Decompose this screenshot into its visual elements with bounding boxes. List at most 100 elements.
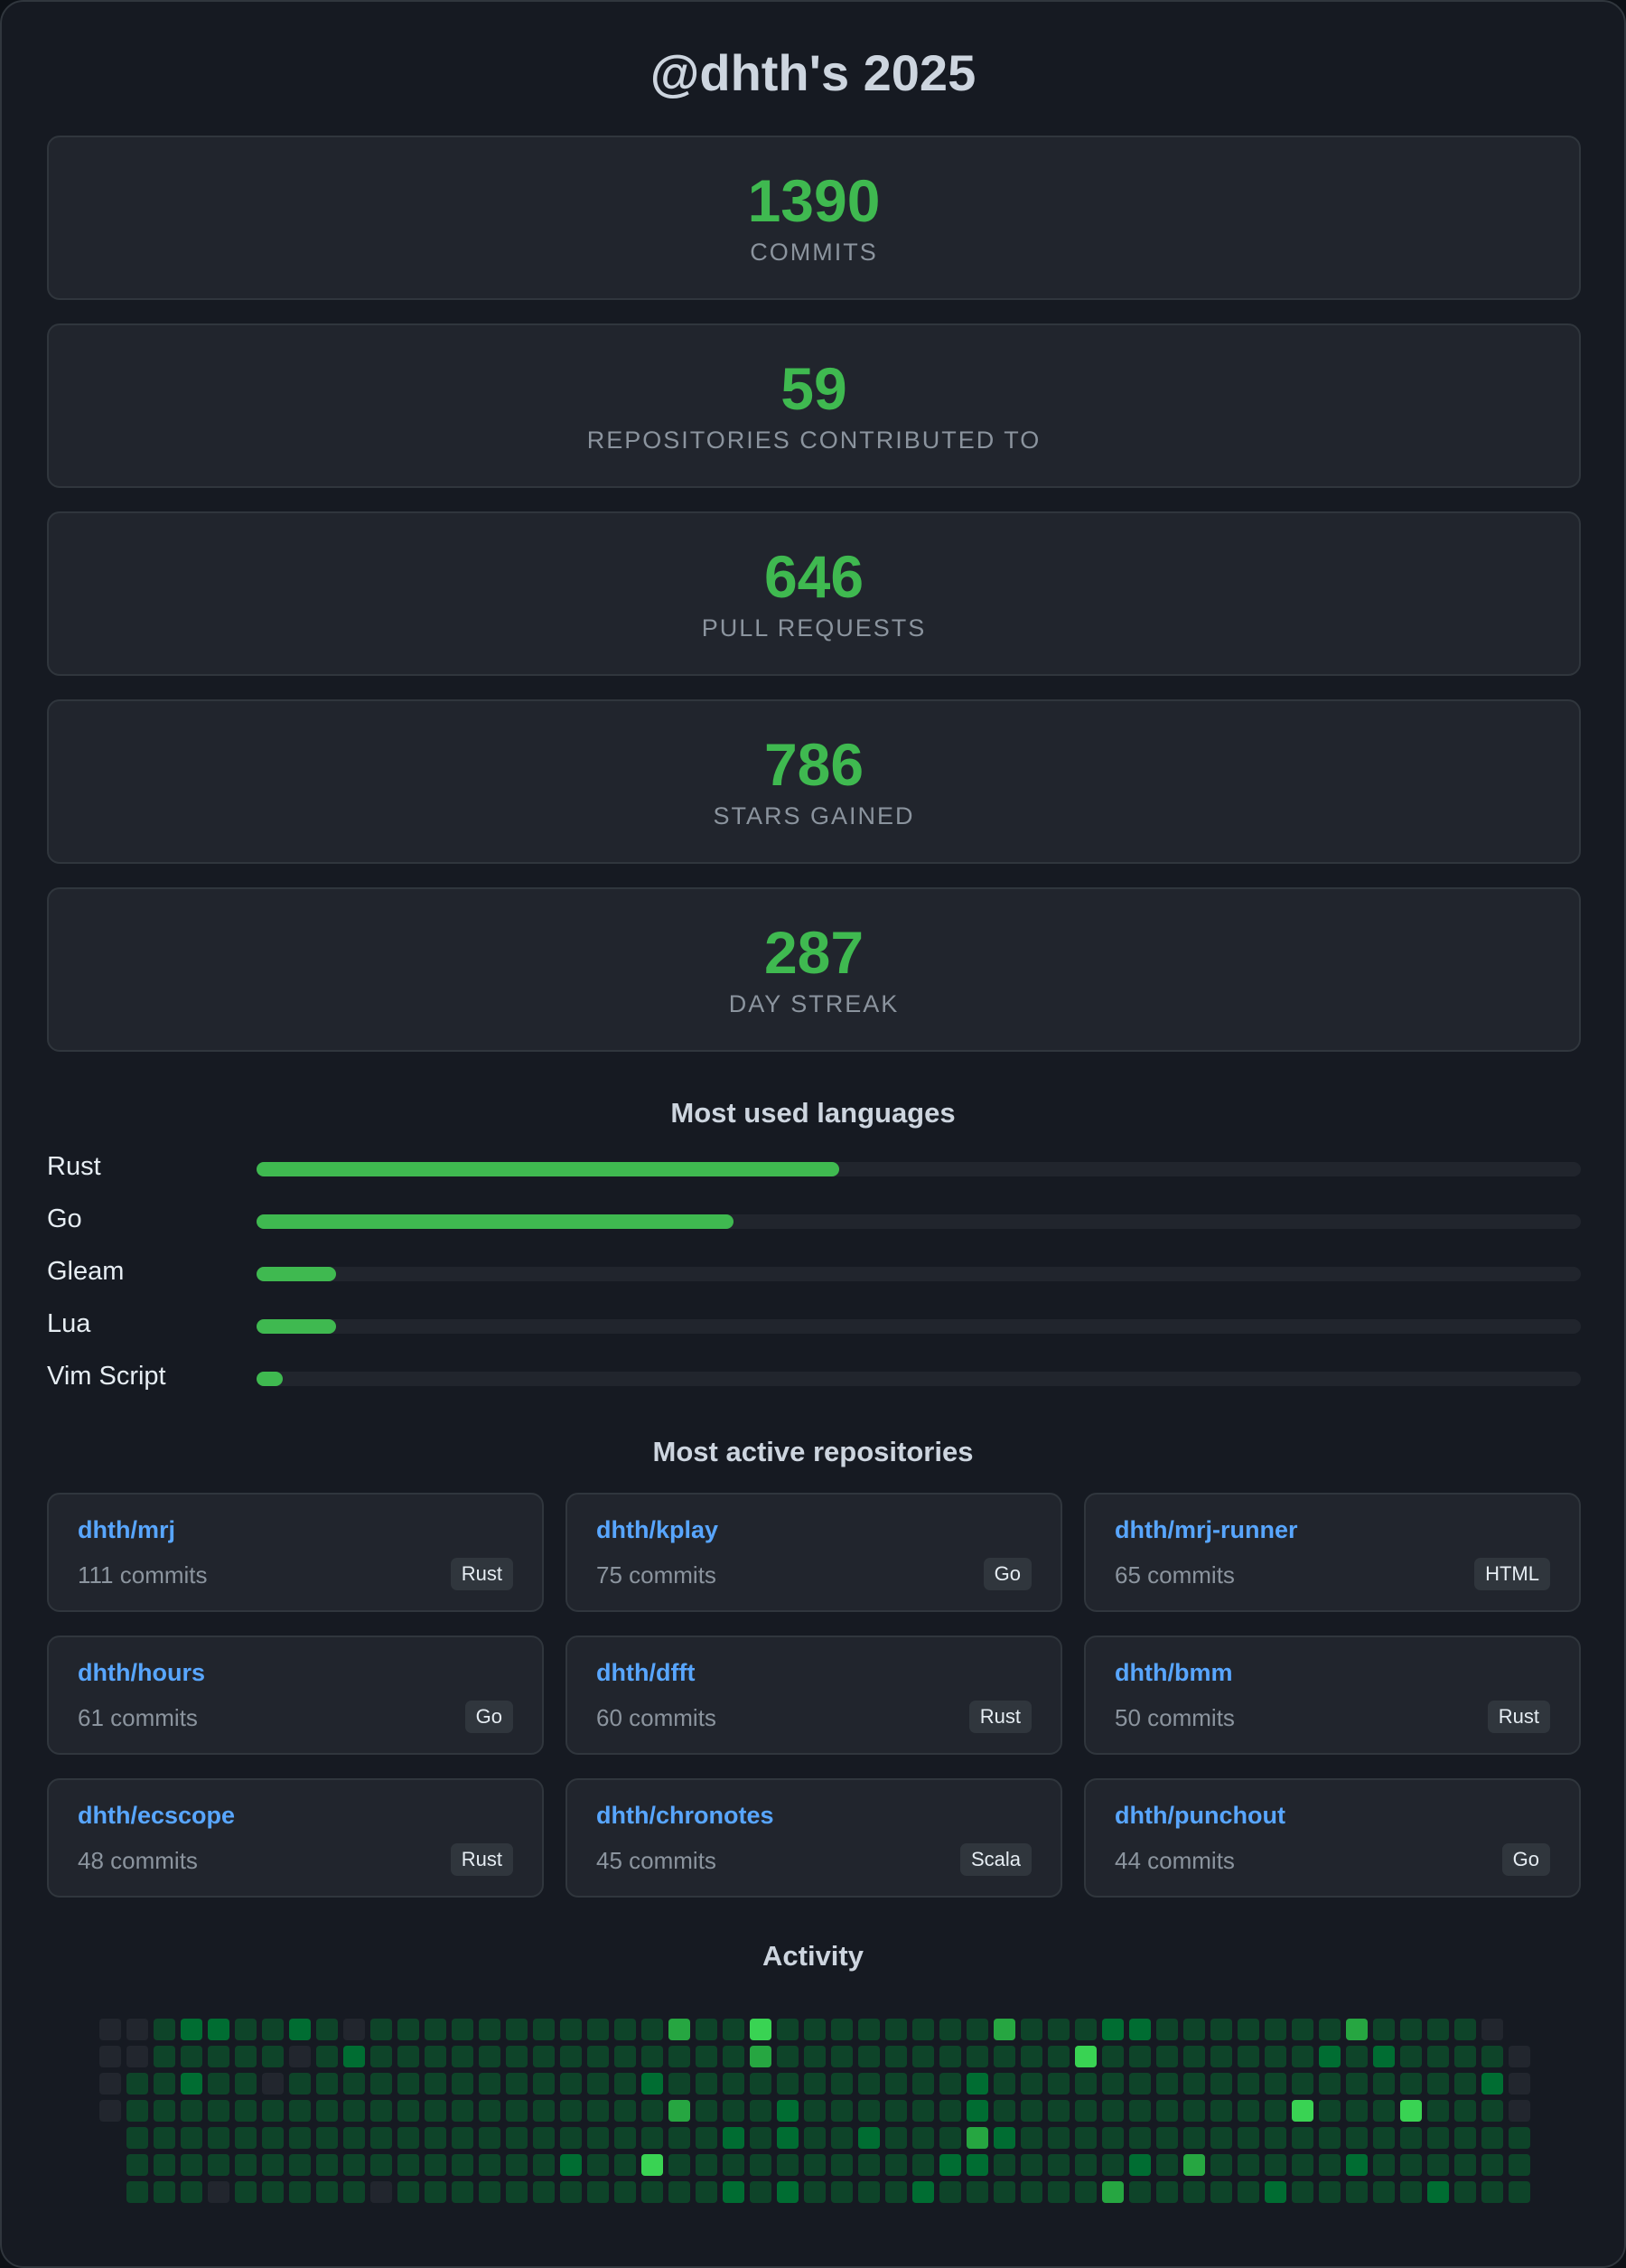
activity-cell (696, 2019, 717, 2040)
activity-cell (994, 2127, 1015, 2149)
activity-cell (425, 2100, 446, 2122)
activity-cell (858, 2046, 880, 2067)
activity-cell (208, 2046, 229, 2067)
activity-cell (1400, 2100, 1422, 2122)
activity-cell (1346, 2046, 1368, 2067)
activity-cell (1075, 2019, 1097, 2040)
activity-cell (343, 2100, 365, 2122)
repo-link[interactable]: dhth/punchout (1115, 1802, 1285, 1829)
activity-cell (506, 2019, 528, 2040)
activity-cell (1129, 2019, 1151, 2040)
repo-commit-count: 60 commits (596, 1704, 716, 1731)
activity-cell (1021, 2154, 1042, 2176)
activity-cell (1400, 2073, 1422, 2095)
activity-cell (1509, 2100, 1530, 2122)
activity-cell (804, 2154, 826, 2176)
activity-cell (939, 2181, 961, 2203)
activity-cell (208, 2073, 229, 2095)
activity-cell (858, 2181, 880, 2203)
activity-cell (289, 2154, 311, 2176)
activity-cell (1102, 2019, 1124, 2040)
language-name: Vim Script (47, 1362, 166, 1391)
repo-card[interactable]: dhth/ecscope 48 commits Rust (47, 1778, 544, 1898)
activity-cell (912, 2073, 934, 2095)
activity-cell (533, 2046, 555, 2067)
activity-cell (614, 2100, 636, 2122)
activity-cell (1156, 2181, 1178, 2203)
activity-cell (533, 2181, 555, 2203)
activity-cell (1481, 2100, 1503, 2122)
repo-language-badge: HTML (1474, 1558, 1550, 1590)
repo-language-badge: Go (464, 1701, 513, 1733)
activity-cell (1265, 2127, 1286, 2149)
activity-cell (370, 2100, 392, 2122)
repo-card[interactable]: dhth/punchout 44 commits Go (1084, 1778, 1581, 1898)
activity-cell (1509, 2046, 1530, 2067)
repo-link[interactable]: dhth/dfft (596, 1659, 696, 1686)
activity-cell (343, 2127, 365, 2149)
activity-cell (425, 2019, 446, 2040)
activity-cell (858, 2100, 880, 2122)
activity-cell (1373, 2181, 1395, 2203)
activity-cell (1238, 2127, 1259, 2149)
stat-card: 786 Stars gained (47, 699, 1581, 864)
activity-cell (126, 2100, 148, 2122)
activity-cell (262, 2181, 284, 2203)
repo-link[interactable]: dhth/chronotes (596, 1802, 774, 1829)
repo-language-badge: Rust (450, 1558, 513, 1590)
activity-cell (289, 2046, 311, 2067)
repo-link[interactable]: dhth/hours (78, 1659, 205, 1686)
activity-cell (154, 2100, 175, 2122)
activity-cell (858, 2019, 880, 2040)
repo-card[interactable]: dhth/bmm 50 commits Rust (1084, 1635, 1581, 1755)
activity-cell (967, 2181, 988, 2203)
activity-cell (939, 2046, 961, 2067)
repo-link[interactable]: dhth/ecscope (78, 1802, 236, 1829)
activity-cell (397, 2046, 419, 2067)
repo-card[interactable]: dhth/hours 61 commits Go (47, 1635, 544, 1755)
activity-cell (479, 2073, 500, 2095)
activity-cell (1427, 2181, 1449, 2203)
activity-cell (804, 2046, 826, 2067)
activity-cell (1481, 2181, 1503, 2203)
activity-cell (1427, 2046, 1449, 2067)
repo-link[interactable]: dhth/bmm (1115, 1659, 1233, 1686)
activity-cell (506, 2127, 528, 2149)
activity-cell (1346, 2181, 1368, 2203)
activity-cell (723, 2127, 744, 2149)
activity-cell (1481, 2046, 1503, 2067)
activity-cell (289, 2181, 311, 2203)
activity-cell (1292, 2019, 1313, 2040)
repo-language-badge: Go (983, 1558, 1032, 1590)
activity-cell (1129, 2073, 1151, 2095)
activity-cell (614, 2019, 636, 2040)
activity-cell (1292, 2181, 1313, 2203)
activity-cell (668, 2019, 690, 2040)
activity-cell (967, 2100, 988, 2122)
activity-cell (723, 2181, 744, 2203)
repo-card[interactable]: dhth/mrj 111 commits Rust (47, 1493, 544, 1612)
activity-cell (99, 2073, 121, 2095)
activity-cell (181, 2046, 202, 2067)
repo-card[interactable]: dhth/chronotes 45 commits Scala (565, 1778, 1062, 1898)
activity-cell (560, 2154, 582, 2176)
activity-cell (587, 2127, 609, 2149)
activity-cell (668, 2100, 690, 2122)
activity-cell (560, 2100, 582, 2122)
activity-cell (1292, 2100, 1313, 2122)
activity-cell (994, 2073, 1015, 2095)
activity-cell (777, 2100, 799, 2122)
repo-link[interactable]: dhth/mrj-runner (1115, 1516, 1298, 1543)
repo-card[interactable]: dhth/mrj-runner 65 commits HTML (1084, 1493, 1581, 1612)
activity-cell (1509, 2127, 1530, 2149)
activity-cell (587, 2019, 609, 2040)
repo-card[interactable]: dhth/kplay 75 commits Go (565, 1493, 1062, 1612)
activity-cell (1075, 2100, 1097, 2122)
activity-cell (154, 2154, 175, 2176)
activity-cell (723, 2073, 744, 2095)
activity-cell (1509, 2181, 1530, 2203)
repo-card[interactable]: dhth/dfft 60 commits Rust (565, 1635, 1062, 1755)
repo-link[interactable]: dhth/kplay (596, 1516, 719, 1543)
repo-link[interactable]: dhth/mrj (78, 1516, 175, 1543)
activity-cell (1210, 2073, 1232, 2095)
